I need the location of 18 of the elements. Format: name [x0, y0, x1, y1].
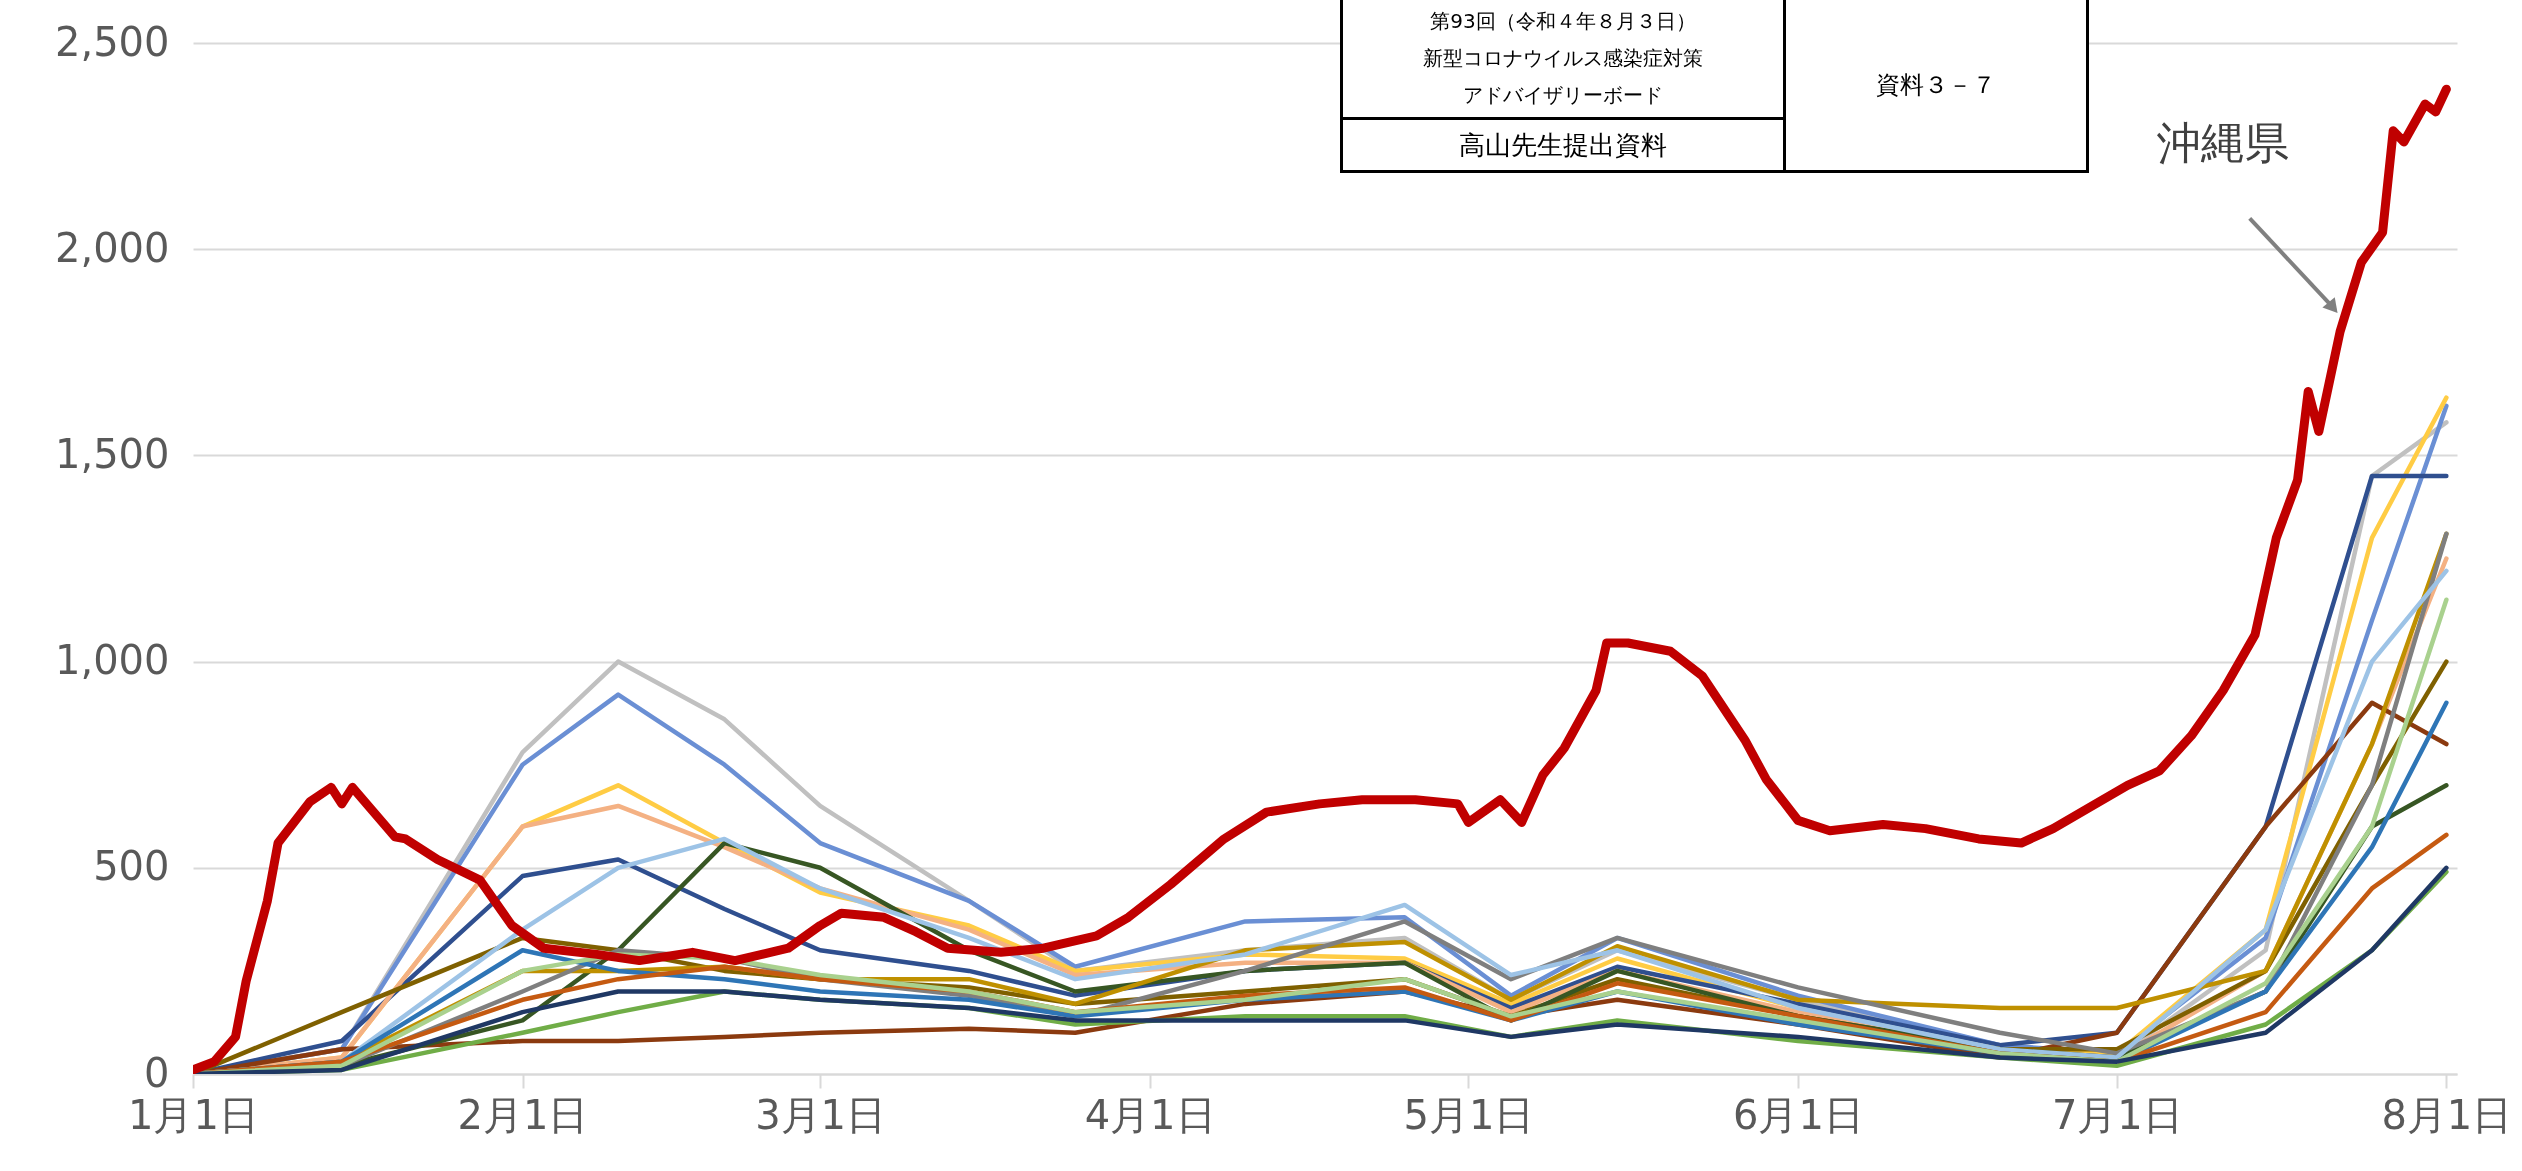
annotation: 新型コロナウイルス感染症対策: [1423, 45, 1703, 70]
x-tick-label: 7月1日: [2051, 1091, 2183, 1138]
y-tick-label: 500: [93, 843, 170, 890]
annotation: 高山先生提出資料: [1341, 118, 1785, 172]
x-tick-label: 3月1日: [755, 1091, 887, 1138]
annotation: 資料３－７: [1784, 0, 2088, 172]
y-tick-label: 2,000: [54, 224, 170, 271]
x-tick-label: 8月1日: [2381, 1091, 2513, 1138]
annotation: アドバイザリーボード: [1463, 82, 1663, 107]
y-tick-label: 1,000: [54, 637, 170, 684]
text: 第93回（令和４年８月３日）: [1430, 8, 1696, 33]
text: 沖縄県: [2157, 116, 2290, 168]
y-tick-label: 2,500: [54, 18, 170, 65]
x-tick-label: 6月1日: [1733, 1091, 1864, 1138]
x-tick-label: 5月1日: [1403, 1091, 1535, 1138]
x-tick-label: 2月1日: [457, 1091, 589, 1138]
x-tick-label: 4月1日: [1084, 1091, 1216, 1138]
y-tick-label: 1,500: [54, 430, 170, 477]
